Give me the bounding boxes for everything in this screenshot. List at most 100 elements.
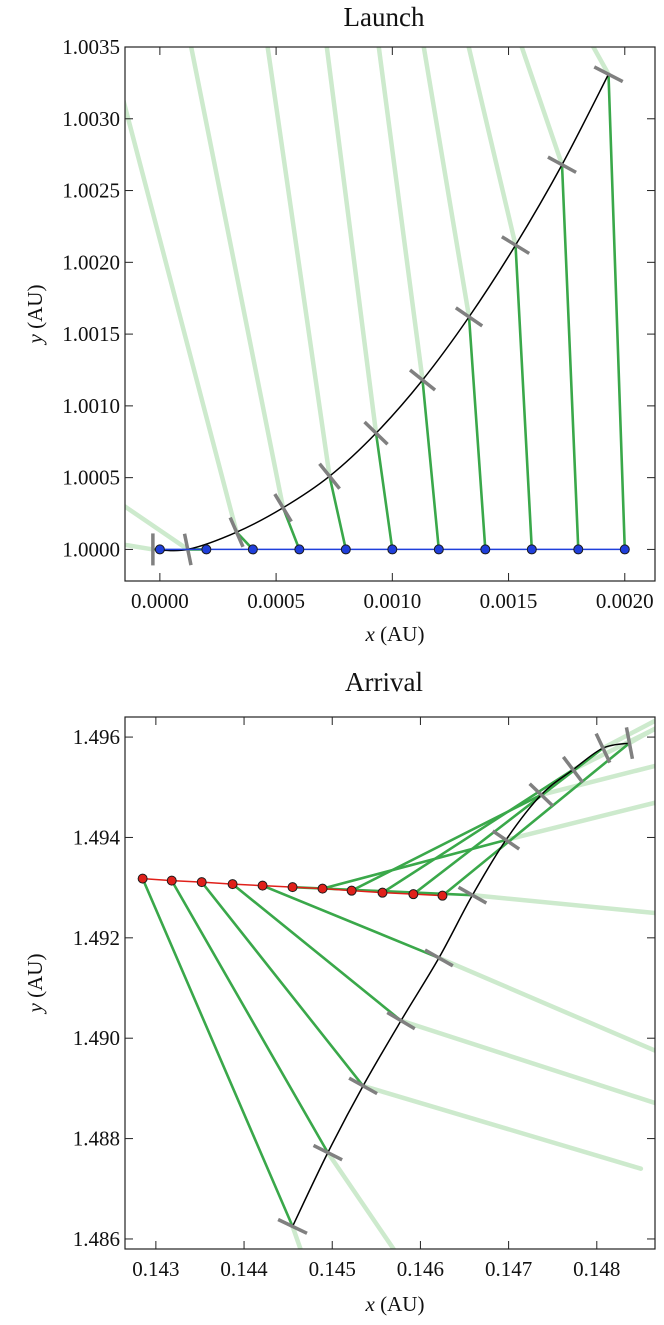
launch-connection-segment: [514, 243, 534, 551]
launch-panel: Launch 0.0000 0.0005 0.0010 0.0015 0.0020 1.…: [23, 2, 656, 646]
launch-y-axis-label: y (AU): [23, 285, 47, 346]
arrival-extension-lines: [290, 718, 655, 1249]
launch-start-point: [247, 544, 258, 555]
launch-y-tick-label: 1.0005: [62, 466, 120, 490]
launch-y-tick-label: 1.0000: [62, 537, 120, 561]
launch-extension-line: [125, 542, 156, 552]
arrival-connection-segment: [441, 741, 631, 897]
arrival-start-point: [257, 880, 268, 891]
arrival-title: Arrival: [345, 667, 423, 697]
arrival-start-point: [227, 879, 238, 890]
arrival-connection-segment: [231, 882, 403, 1022]
arrival-trajectory-markers: [277, 727, 635, 1235]
arrival-connection-segment: [412, 746, 605, 896]
arrival-extension-line: [538, 763, 655, 798]
arrival-extension-line: [325, 1150, 397, 1249]
launch-plot-frame: [124, 46, 656, 582]
arrival-x-tick-label: 0.146: [397, 1257, 444, 1281]
arrival-x-tick-labels: 0.143 0.144 0.145 0.146 0.147 0.148: [132, 1257, 620, 1281]
launch-y-tick-label: 1.0020: [62, 250, 120, 274]
arrival-extension-line: [503, 800, 655, 843]
arrival-connection-segment: [261, 884, 441, 960]
arrival-y-tick-label: 1.494: [73, 825, 121, 849]
launch-ticks: [125, 46, 655, 581]
launch-extension-line: [125, 97, 239, 535]
launch-start-point: [526, 544, 537, 555]
launch-connection-segment: [467, 315, 487, 551]
arrival-trajectory-marker: [277, 1217, 308, 1235]
launch-extension-lines: [125, 47, 611, 552]
arrival-x-tick-label: 0.143: [132, 1257, 179, 1281]
launch-start-point: [340, 544, 351, 555]
arrival-connection-segment: [321, 838, 508, 890]
launch-y-tick-label: 1.0035: [62, 35, 120, 59]
arrival-start-point: [377, 887, 388, 898]
arrival-connection-segment: [200, 880, 365, 1088]
arrival-y-tick-label: 1.490: [73, 1026, 120, 1050]
launch-start-point: [573, 544, 584, 555]
arrival-start-points: [137, 873, 448, 901]
arrival-extension-line: [398, 1018, 655, 1106]
arrival-y-tick-label: 1.496: [73, 725, 120, 749]
arrival-start-point: [166, 875, 177, 886]
arrival-y-tick-label: 1.488: [73, 1127, 120, 1151]
launch-x-tick-label: 0.0020: [596, 589, 654, 613]
launch-trajectory-marker: [500, 235, 531, 255]
arrival-extension-line: [627, 726, 655, 746]
launch-connection-segment: [328, 474, 348, 551]
launch-connection-segment: [560, 163, 580, 551]
arrival-x-tick-label: 0.145: [309, 1257, 356, 1281]
launch-extension-line: [590, 47, 611, 77]
arrival-start-point: [196, 877, 207, 888]
arrival-extension-line: [436, 955, 655, 1054]
launch-extension-line: [265, 47, 332, 479]
arrival-trajectory-marker: [528, 782, 555, 808]
arrival-trajectory-marker: [561, 755, 585, 784]
launch-start-point: [387, 544, 398, 555]
arrival-trajectory-marker: [594, 732, 612, 764]
launch-extension-line: [421, 47, 472, 320]
arrival-x-axis-label: x (AU): [365, 1292, 425, 1316]
arrival-plot-frame: [124, 716, 656, 1250]
arrival-trajectory-marker: [348, 1076, 378, 1096]
launch-connection-segment: [374, 431, 394, 551]
arrival-connection-segment: [170, 879, 330, 1154]
arrival-trajectory-marker: [312, 1143, 343, 1162]
launch-connection-segment: [607, 72, 627, 551]
launch-x-tick-label: 0.0010: [363, 589, 421, 613]
arrival-ticks: [125, 717, 655, 1249]
arrival-y-tick-label: 1.492: [73, 926, 120, 950]
arrival-y-tick-label: 1.486: [73, 1227, 120, 1251]
launch-y-tick-label: 1.0025: [62, 179, 120, 203]
launch-start-point: [294, 544, 305, 555]
launch-start-point: [154, 544, 165, 555]
arrival-extension-line: [600, 718, 655, 751]
launch-y-tick-label: 1.0010: [62, 394, 120, 418]
arrival-trajectory-marker: [424, 948, 454, 968]
arrival-x-tick-label: 0.148: [573, 1257, 620, 1281]
launch-extension-line: [125, 503, 191, 552]
launch-extension-line: [376, 47, 425, 383]
launch-x-tick-labels: 0.0000 0.0005 0.0010 0.0015 0.0020: [131, 589, 654, 613]
launch-trajectory-marker: [408, 368, 437, 392]
arrival-connection-segment: [141, 877, 294, 1228]
arrival-trajectory-marker: [491, 829, 521, 851]
launch-title: Launch: [344, 2, 425, 32]
launch-start-points: [154, 544, 630, 555]
launch-x-tick-label: 0.0000: [131, 589, 189, 613]
arrival-extension-line: [360, 1083, 644, 1171]
launch-trajectory-marker: [228, 516, 245, 548]
launch-start-point: [433, 544, 444, 555]
launch-trajectory-marker: [363, 420, 389, 446]
arrival-connection-segments: [141, 741, 631, 1228]
arrival-start-point: [408, 889, 419, 900]
launch-trajectory-marker: [318, 462, 341, 490]
launch-x-axis-label: x (AU): [365, 622, 425, 646]
arrival-trajectory-marker: [386, 1010, 416, 1031]
arrival-y-axis-label: y (AU): [23, 954, 47, 1015]
launch-extension-line: [519, 47, 565, 167]
launch-extension-line: [188, 47, 286, 511]
arrival-x-tick-label: 0.147: [485, 1257, 532, 1281]
launch-connection-segment: [421, 378, 441, 551]
